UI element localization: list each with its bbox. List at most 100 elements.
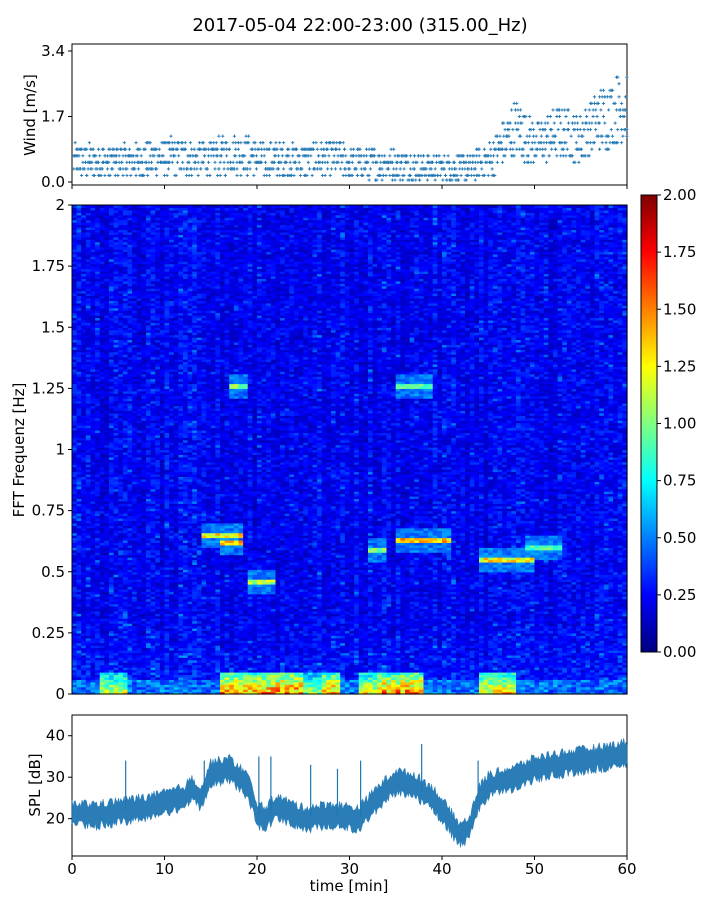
wind-data-point — [235, 167, 239, 171]
wind-data-point — [87, 141, 91, 145]
wind-panel: 0.01.73.4 Wind [m/s] — [21, 42, 629, 191]
wind-data-point — [254, 167, 259, 171]
wind-data-point — [248, 160, 252, 164]
wind-data-point — [262, 154, 266, 158]
wind-data-point — [161, 154, 165, 158]
wind-data-point — [155, 167, 159, 171]
wind-data-point — [218, 173, 222, 178]
wind-data-point — [96, 160, 101, 164]
wind-data-point — [222, 167, 226, 171]
wind-data-point — [85, 147, 89, 151]
wind-data-point — [80, 173, 84, 178]
wind-data-point — [165, 173, 169, 178]
wind-scatter-points — [72, 75, 629, 182]
wind-data-point — [120, 160, 124, 164]
wind-data-point — [214, 141, 218, 145]
wind-data-point — [85, 173, 89, 178]
wind-data-point — [190, 173, 194, 178]
wind-data-point — [146, 173, 150, 178]
wind-data-point — [105, 167, 110, 171]
wind-data-point — [143, 147, 147, 151]
wind-data-point — [183, 147, 187, 151]
wind-data-point — [188, 141, 192, 145]
wind-data-point — [239, 173, 243, 178]
figure-title: 2017-05-04 22:00-23:00 (315.00_Hz) — [192, 15, 527, 36]
wind-data-point — [235, 173, 239, 178]
wind-data-point — [99, 173, 103, 178]
wind-data-point — [236, 147, 240, 151]
wind-data-point — [213, 167, 217, 171]
wind-data-point — [81, 154, 85, 158]
wind-data-point — [206, 160, 211, 164]
wind-data-point — [77, 154, 81, 158]
wind-data-point — [108, 173, 112, 178]
wind-data-point — [254, 154, 259, 158]
wind-data-point — [174, 173, 178, 178]
wind-data-point — [213, 160, 217, 164]
wind-data-point — [221, 134, 225, 138]
wind-data-point — [166, 167, 170, 171]
wind-data-point — [177, 154, 181, 158]
wind-data-point — [232, 134, 237, 138]
wind-data-point — [90, 167, 94, 171]
wind-data-point — [133, 167, 137, 171]
wind-data-point — [203, 154, 207, 158]
wind-data-point — [195, 154, 199, 158]
wind-data-point — [100, 167, 104, 171]
wind-data-point — [192, 147, 196, 151]
wind-data-point — [129, 173, 133, 178]
wind-data-point — [127, 147, 132, 151]
wind-data-point — [248, 167, 252, 171]
wind-data-point — [231, 160, 235, 164]
wind-data-point — [107, 160, 111, 164]
wind-data-point — [267, 173, 271, 178]
wind-data-point — [170, 160, 174, 164]
wind-data-point — [267, 147, 271, 151]
wind-y-tick-label: 0.0 — [41, 173, 65, 191]
wind-data-point — [215, 147, 220, 151]
spectrogram-heatmap — [72, 205, 628, 695]
wind-data-point — [142, 173, 146, 178]
wind-data-point — [135, 154, 139, 158]
wind-data-point — [148, 141, 152, 145]
wind-data-point — [122, 141, 126, 145]
wind-data-point — [183, 141, 187, 145]
wind-data-point — [90, 160, 94, 164]
wind-data-point — [94, 154, 98, 158]
wind-data-point — [169, 134, 173, 138]
wind-data-point — [263, 160, 268, 164]
wind-data-point — [217, 134, 221, 138]
wind-x-ticks — [71, 185, 628, 189]
wind-data-point — [223, 173, 227, 178]
wind-data-point — [219, 154, 224, 158]
wind-data-point — [240, 160, 244, 164]
wind-data-point — [227, 147, 231, 151]
wind-data-point — [117, 154, 121, 158]
wind-data-point — [91, 147, 95, 151]
wind-data-point — [137, 167, 141, 171]
wind-data-point — [199, 167, 203, 171]
wind-data-point — [96, 147, 101, 151]
wind-data-point — [208, 173, 212, 178]
wind-data-point — [149, 160, 154, 164]
wind-data-point — [173, 154, 177, 158]
wind-data-point — [124, 147, 128, 151]
wind-data-point — [243, 154, 247, 158]
wind-data-point — [181, 160, 185, 164]
wind-data-point — [225, 141, 229, 145]
wind-data-point — [187, 160, 191, 164]
wind-data-point — [125, 173, 129, 178]
wind-data-point — [111, 167, 115, 171]
wind-data-point — [121, 173, 125, 178]
wind-data-point — [175, 160, 180, 164]
wind-data-point — [247, 141, 251, 145]
wind-data-point — [205, 167, 209, 171]
wind-data-point — [253, 141, 257, 145]
wind-data-point — [195, 167, 199, 171]
wind-data-point — [103, 173, 107, 178]
wind-data-point — [134, 141, 138, 145]
wind-data-point — [82, 167, 86, 171]
wind-data-point — [98, 154, 102, 158]
